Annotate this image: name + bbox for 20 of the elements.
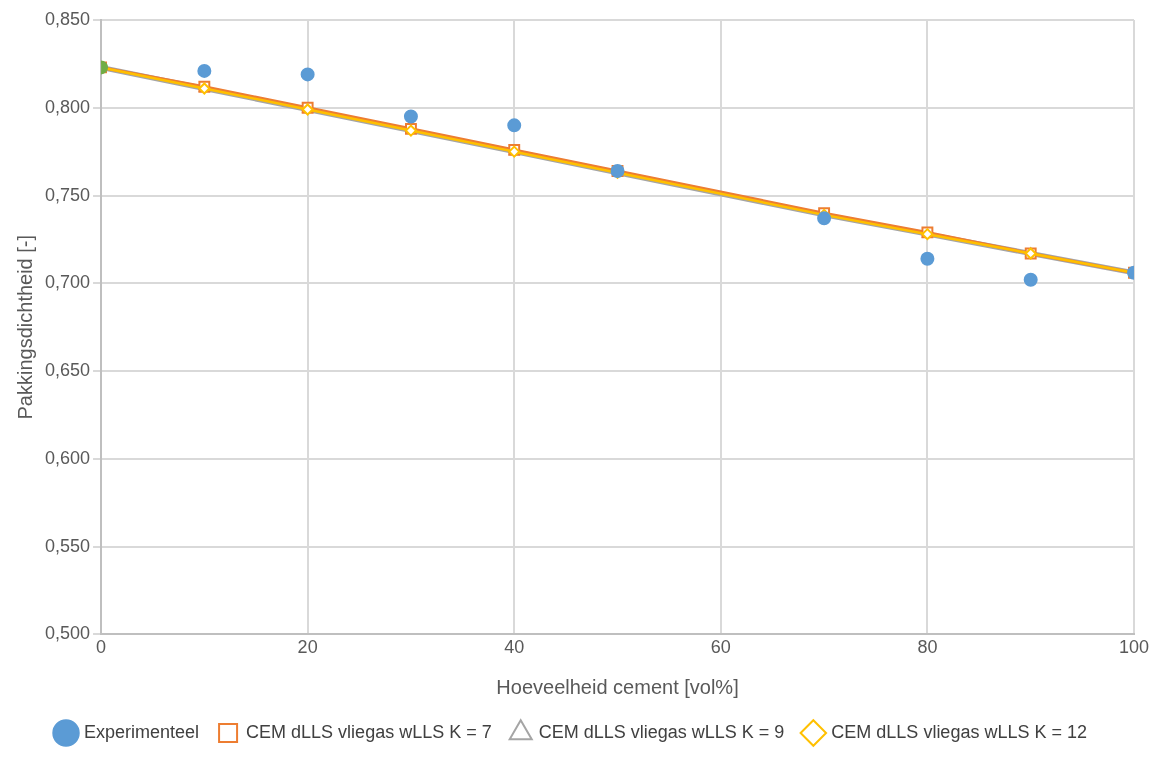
- legend-label: CEM dLLS vliegas wLLS K = 7: [246, 721, 492, 742]
- y-tick-label: 0,600: [45, 447, 91, 468]
- y-tick-label: 0,700: [45, 272, 91, 293]
- x-tick-label: 0: [96, 637, 107, 658]
- x-tick-label: 80: [917, 637, 938, 658]
- legend-label: CEM dLLS vliegas wLLS K = 12: [831, 721, 1087, 742]
- y-tick-label: 0,650: [45, 360, 91, 381]
- x-tick-label: 20: [297, 637, 318, 658]
- y-tick-label: 0,800: [45, 96, 91, 117]
- legend-label: CEM dLLS vliegas wLLS K = 9: [538, 721, 785, 742]
- y-tick-label: 0,750: [45, 184, 91, 205]
- y-tick-label: 0,550: [45, 535, 91, 556]
- x-tick-label: 60: [710, 637, 731, 658]
- legend-label: Experimenteel: [84, 721, 200, 742]
- x-tick-label: 100: [1118, 637, 1150, 658]
- x-tick-label: 40: [504, 637, 525, 658]
- x-axis-title: Hoeveelheid cement [vol%]: [496, 675, 739, 698]
- y-tick-label: 0,500: [45, 623, 91, 644]
- y-axis-title: Pakkingsdichtheid [-]: [13, 234, 36, 420]
- y-tick-label: 0,850: [45, 8, 91, 29]
